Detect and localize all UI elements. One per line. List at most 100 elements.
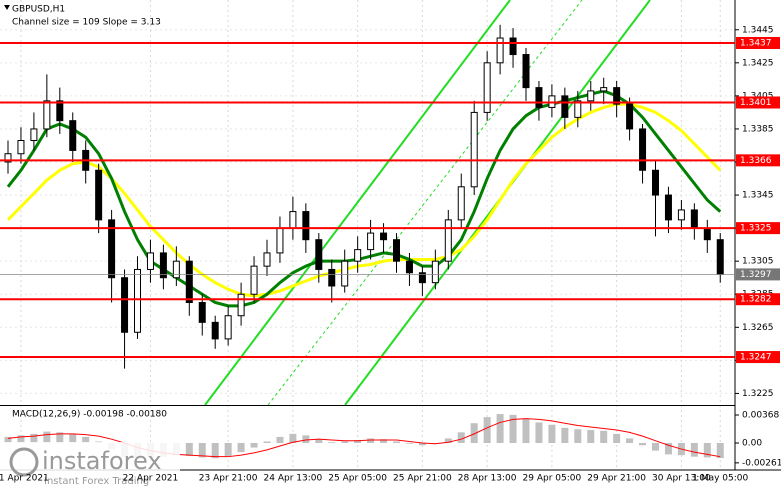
macd-bar (457, 432, 465, 443)
candle-body (4, 153, 12, 163)
current-price-label: 1.3297 (740, 270, 772, 280)
moving-average (6, 102, 722, 298)
candle-body (418, 272, 426, 284)
macd-bar (367, 438, 375, 443)
level-label: 1.3366 (740, 156, 772, 166)
macd-bar (496, 414, 504, 443)
macd-bar (548, 424, 556, 443)
macd-bar (56, 432, 64, 443)
macd-bar (664, 442, 672, 455)
logo: instaforex Instant Forex Trading (0, 442, 180, 489)
macd-bar (302, 435, 310, 443)
macd-bar (4, 436, 12, 443)
chart-subtitle: Channel size = 109 Slope = 3.13 (12, 18, 161, 28)
candle-body (483, 62, 491, 113)
macd-bar (652, 442, 659, 451)
candle-body (108, 219, 116, 279)
candle-body (613, 87, 621, 105)
candle-body (380, 232, 388, 241)
current-price-bg (736, 268, 780, 281)
level-label-bg (736, 36, 780, 49)
level-label-bg (736, 154, 780, 167)
candle-body (134, 268, 141, 333)
y-tick-label: 1.3425 (742, 58, 774, 68)
macd-bar (626, 438, 634, 443)
candle-body (600, 87, 608, 92)
macd-bar (276, 436, 284, 443)
macd-bar (639, 442, 647, 446)
candle-body (289, 211, 297, 229)
macd-bar (224, 442, 232, 456)
candle-body (677, 209, 685, 221)
y-tick-label: 1.3225 (742, 389, 774, 399)
level-label: 1.3437 (740, 38, 772, 48)
y-tick-label: -0.00261 (742, 458, 781, 468)
macd-bar (470, 423, 478, 443)
y-tick-label: 1.3305 (742, 257, 774, 267)
candle-body (17, 140, 25, 155)
candle-body (263, 252, 271, 267)
macd-bar (393, 441, 400, 443)
logo-tagline: Instant Forex Trading (44, 476, 149, 487)
macd-bar (30, 433, 38, 443)
macd-bar (483, 417, 491, 443)
macd-bar (354, 439, 362, 443)
candle-body (703, 227, 711, 241)
candle-body (587, 90, 595, 102)
candle-body (690, 209, 698, 229)
candle-body (328, 268, 336, 287)
x-tick-label: 23 Apr 21:00 (199, 474, 258, 484)
candle-body (69, 120, 77, 151)
level-label-bg (736, 293, 780, 306)
macd-bar (69, 433, 77, 443)
macd-bar (82, 436, 90, 443)
candle-body (470, 111, 478, 188)
candle-body (664, 194, 672, 221)
candle-body (626, 103, 634, 130)
macd-bar (444, 438, 452, 443)
macd-bar (522, 418, 530, 443)
candle-body (146, 252, 154, 270)
x-tick-label: 21 Apr 2021 (0, 474, 49, 484)
candle-body (716, 239, 724, 275)
level-label-bg (736, 96, 780, 109)
macd-bar (263, 441, 271, 443)
level-label: 1.3401 (740, 98, 772, 108)
candle-body (535, 87, 543, 108)
y-tick-label: 1.3445 (742, 25, 774, 35)
macd-bar (211, 442, 219, 459)
macd-bar (237, 442, 245, 453)
macd-bar (405, 442, 413, 444)
candle-body (315, 239, 323, 270)
level-label: 1.3282 (740, 295, 772, 305)
candle-body (574, 100, 582, 118)
macd-bar (535, 422, 543, 443)
macd-bar (185, 442, 193, 456)
candle-body (250, 265, 258, 295)
candle-body (444, 219, 452, 262)
candle-body (185, 260, 193, 304)
channel-midline (267, 0, 583, 406)
macd-bar (690, 442, 698, 457)
y-tick-label: 0.00 (742, 438, 762, 448)
candle-body (405, 260, 413, 274)
candle-body (302, 211, 310, 241)
macd-bar (380, 439, 388, 443)
macd-bar (600, 430, 608, 443)
x-tick-label: 24 Apr 13:00 (264, 474, 323, 484)
plot (4, 24, 724, 459)
candle-body (639, 128, 647, 171)
macd-bar (250, 442, 258, 448)
x-tick-label: 30 Apr 13:00 (652, 474, 711, 484)
level-label-bg (736, 222, 780, 235)
macd-bar (17, 435, 25, 443)
x-tick-label: 1 May 05:00 (692, 474, 748, 484)
macd-bar (561, 427, 569, 443)
candle-body (431, 260, 439, 284)
level-label: 1.3247 (740, 353, 772, 363)
candle-body (159, 252, 167, 279)
y-tick-label: 1.3405 (742, 91, 774, 101)
macd-bar (703, 442, 711, 458)
candle-body (121, 277, 129, 333)
